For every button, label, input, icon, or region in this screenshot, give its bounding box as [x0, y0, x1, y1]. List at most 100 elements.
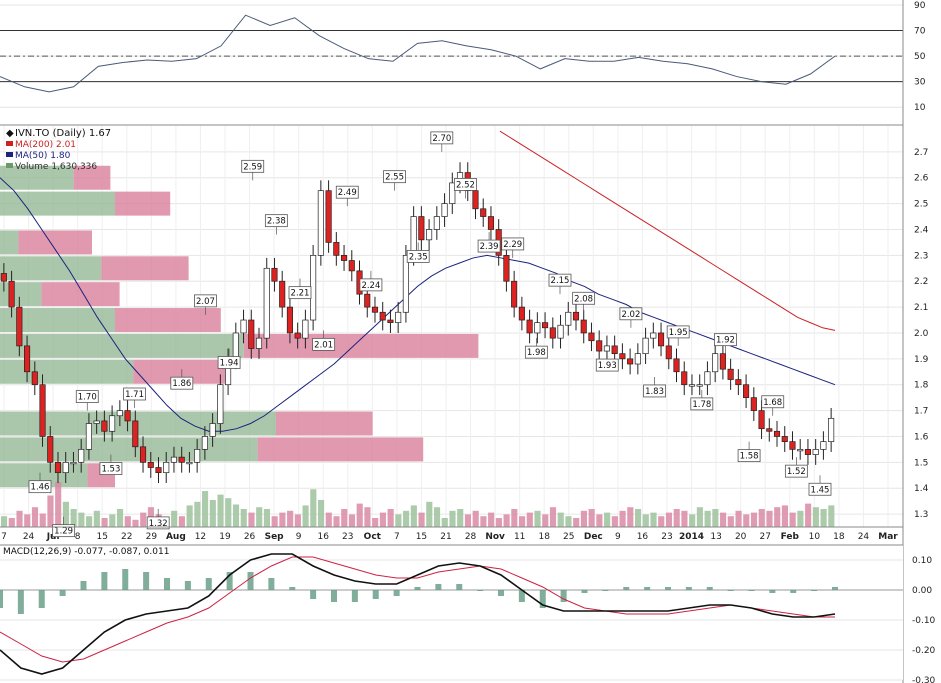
volume-bar [86, 516, 93, 527]
volume-bar [727, 516, 734, 527]
price-label: 1.58 [740, 452, 759, 462]
rsi-background [0, 0, 903, 125]
candle-body [704, 371, 711, 386]
volume-bar [464, 514, 472, 527]
volume-bar [805, 503, 812, 527]
macd-histogram-bar [164, 578, 170, 590]
macd-histogram-bar [122, 569, 129, 590]
price-label-box [761, 395, 785, 409]
x-tick-label: 22 [121, 532, 132, 542]
candle-body [387, 319, 394, 323]
rsi-tick-label: 50 [914, 52, 926, 62]
x-tick-label: Aug [166, 532, 186, 542]
candle-body [580, 319, 587, 334]
candle-body [696, 384, 703, 387]
price-label-box [99, 462, 123, 475]
x-tick-label: 12 [195, 532, 206, 542]
volume-bar [116, 509, 124, 527]
volume-bar [472, 510, 479, 527]
price-label: 2.02 [621, 310, 640, 320]
volume-bar [665, 512, 673, 527]
candle-body [194, 449, 201, 463]
macd-histogram-bar [0, 590, 3, 608]
price-label-box [548, 273, 572, 287]
volume-bar [62, 501, 69, 527]
candle-body [487, 216, 495, 230]
macd-histogram-bar [184, 581, 191, 590]
candle-body [124, 410, 131, 422]
candle-body [101, 420, 108, 432]
volume-bar [781, 505, 789, 527]
macd-histogram-bar [560, 590, 567, 602]
ma50-line [0, 177, 836, 432]
x-tick-label: 23 [342, 532, 353, 542]
volume-bar [294, 514, 301, 527]
macd-histogram-bar [539, 590, 546, 608]
price-tick-label: 2.2 [914, 277, 928, 287]
macd-histogram-bar [832, 587, 838, 590]
macd-histogram-bar [38, 590, 45, 608]
volume-bar [720, 512, 727, 527]
volume-bar [302, 505, 309, 527]
candle-body [665, 345, 672, 360]
macd-histogram-bar [268, 578, 275, 590]
volume-bar [650, 512, 657, 527]
candle-body [0, 273, 7, 282]
price-label-box [454, 178, 477, 191]
price-label-box [52, 524, 76, 538]
macd-histogram-bar [331, 590, 337, 602]
volume-bar [70, 509, 77, 527]
candle-body [789, 441, 796, 450]
candle-body [279, 280, 286, 308]
candle-body [178, 456, 185, 463]
rsi-tick-label: 10 [914, 103, 926, 113]
macd-histogram-bar [310, 590, 317, 599]
volume-by-price-down [101, 256, 189, 281]
x-tick-label: Sep [265, 532, 285, 542]
volume-bar [766, 510, 773, 527]
volume-bar [642, 514, 649, 527]
ma50-legend-swatch [6, 152, 13, 157]
candle-body [603, 345, 610, 352]
price-label: 1.45 [811, 485, 830, 495]
price-label-box [359, 278, 383, 292]
macd-tick-label: 0.00 [912, 586, 932, 596]
volume-bar [457, 509, 464, 527]
macd-tick-label: -0.10 [912, 616, 936, 626]
volume-bar [604, 512, 611, 527]
candle-body [828, 417, 835, 442]
candle-body [433, 216, 440, 230]
x-tick-label: 28 [465, 532, 477, 542]
volume-bar [171, 510, 178, 527]
price-tick-label: 1.7 [914, 407, 928, 417]
candle-body [325, 190, 332, 243]
price-label: 1.71 [125, 390, 144, 400]
price-tick-label: 1.3 [914, 510, 928, 520]
volume-bar [480, 516, 487, 527]
price-label: 2.39 [480, 242, 499, 252]
x-tick-label: 16 [317, 532, 329, 542]
volume-bar [287, 510, 294, 527]
volume-bar [426, 501, 433, 527]
candle-body [681, 371, 688, 386]
candle-body [364, 293, 371, 308]
volume-bar [1, 516, 8, 527]
volume-legend: Volume 1,630,336 [15, 162, 97, 172]
price-label-box [194, 294, 217, 308]
volume-bar [573, 518, 580, 527]
volume-bar [317, 500, 325, 527]
price-label-box [714, 333, 737, 347]
x-tick-label: Feb [781, 532, 800, 542]
candle-body [634, 353, 641, 365]
volume-bar [820, 509, 827, 527]
volume-bar [310, 489, 317, 527]
candle-body [186, 461, 193, 465]
price-label: 2.52 [456, 180, 475, 190]
volume-bar [39, 513, 46, 527]
volume-legend-swatch [6, 163, 13, 168]
candle-body [93, 420, 100, 424]
volume-bar [232, 504, 240, 527]
volume-bar [263, 509, 271, 527]
x-tick-label: 10 [809, 532, 821, 542]
